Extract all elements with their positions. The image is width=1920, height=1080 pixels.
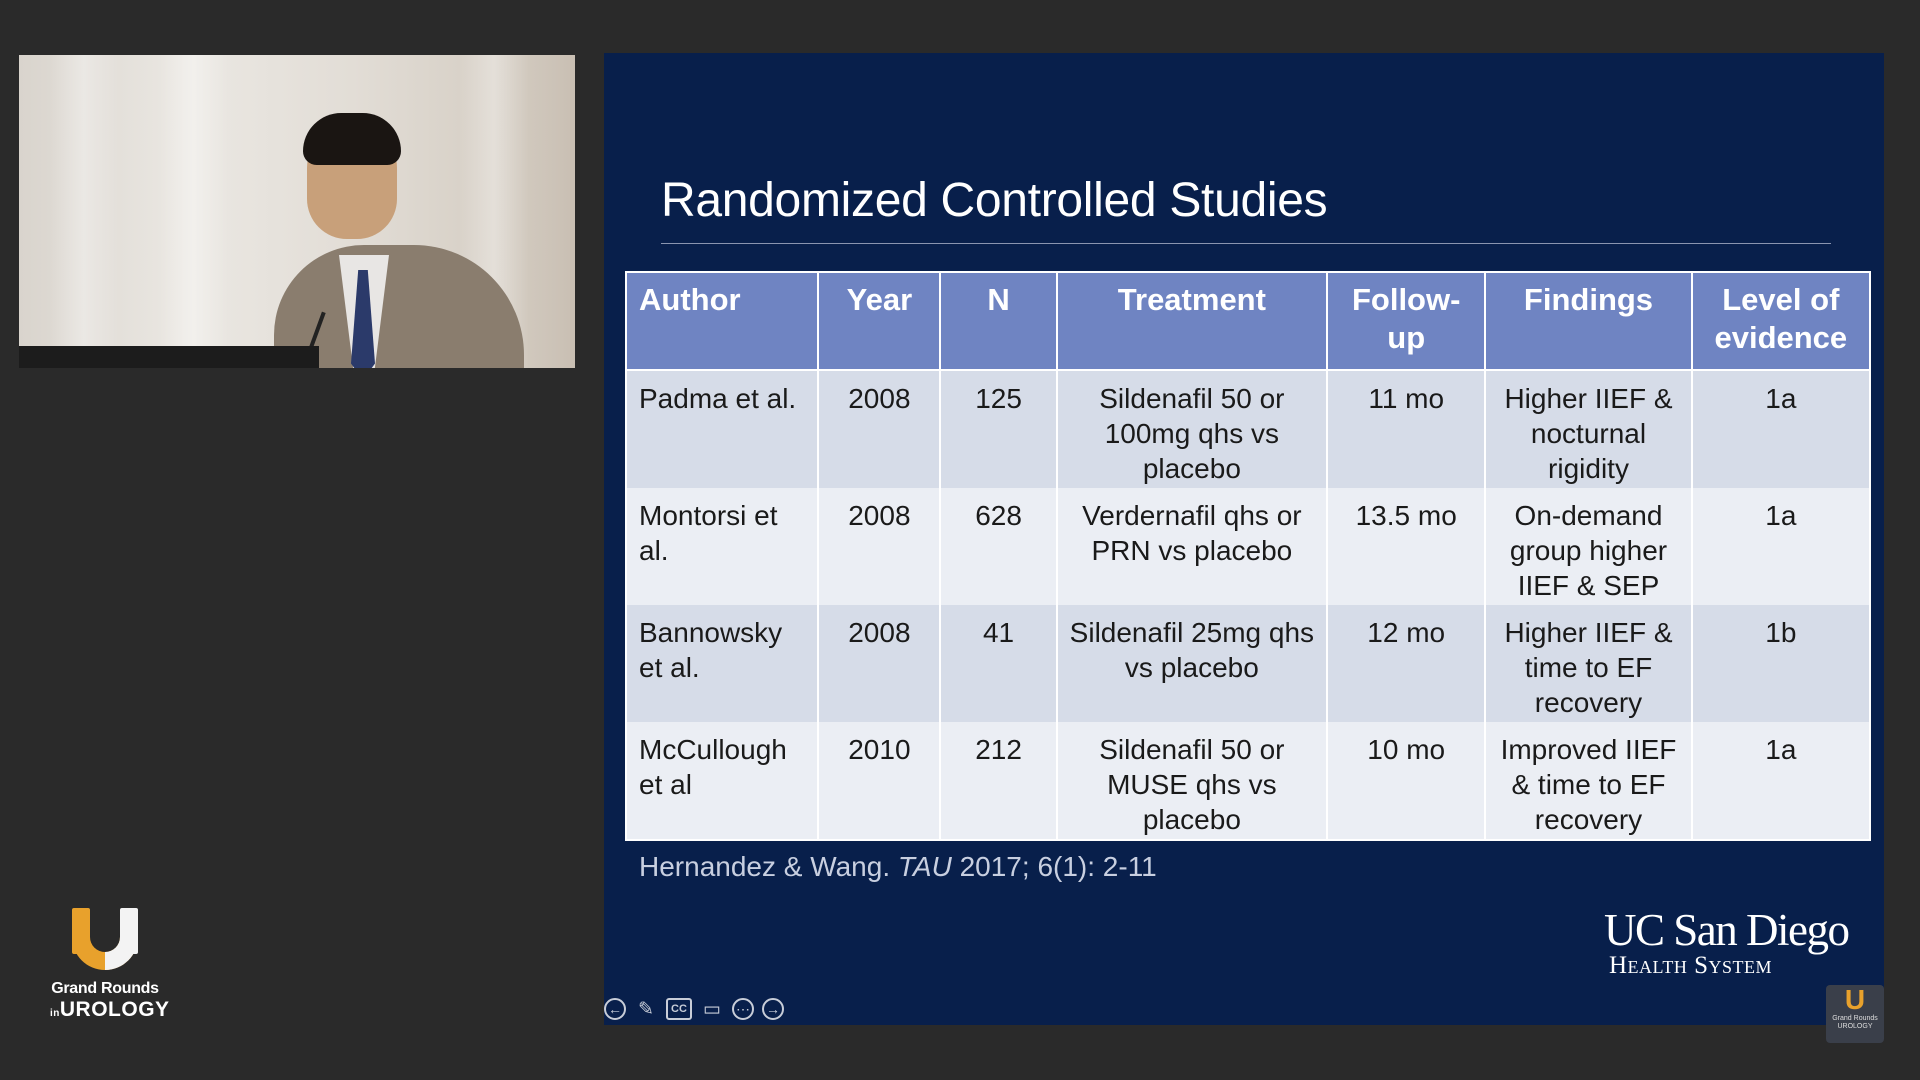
cell-level: 1a	[1690, 722, 1872, 841]
cell-findings: Higher IIEF & nocturnal rigidity	[1484, 370, 1693, 488]
cell-year: 2010	[817, 722, 942, 841]
cell-author: McCullough et al	[624, 722, 820, 841]
table-header-row: Author Year N Treatment Follow-up Findin…	[624, 271, 1872, 371]
slide-title: Randomized Controlled Studies	[661, 174, 1328, 227]
table-row: McCullough et al 2010 212 Sildenafil 50 …	[624, 722, 1872, 841]
more-options-icon[interactable]: ⋯	[732, 998, 754, 1020]
table-row: Montorsi et al. 2008 628 Verdernafil qhs…	[624, 488, 1872, 605]
cell-level: 1a	[1690, 488, 1872, 605]
cell-treatment: Verdernafil qhs or PRN vs placebo	[1055, 488, 1329, 605]
cell-year: 2008	[817, 488, 942, 605]
u-logo-icon	[72, 908, 138, 970]
captions-icon[interactable]: CC	[666, 998, 692, 1020]
podium	[19, 346, 319, 368]
cell-year: 2008	[817, 370, 942, 488]
slide-controls: ← ✎ CC ▭ ⋯ →	[604, 998, 784, 1022]
header-follow-up: Follow-up	[1326, 271, 1487, 371]
mini-u-icon: U	[1844, 984, 1866, 1015]
header-treatment: Treatment	[1055, 271, 1329, 371]
curtain-fold	[159, 55, 229, 368]
cell-n: 41	[939, 605, 1058, 722]
next-slide-icon[interactable]: →	[762, 998, 784, 1020]
cell-follow-up: 10 mo	[1326, 722, 1487, 841]
table-row: Padma et al. 2008 125 Sildenafil 50 or 1…	[624, 370, 1872, 488]
mini-logo-text: Grand Rounds UROLOGY	[1832, 1015, 1878, 1030]
cell-n: 628	[939, 488, 1058, 605]
cell-author: Padma et al.	[624, 370, 820, 488]
cell-findings: On-demand group higher IIEF & SEP	[1484, 488, 1693, 605]
curtain-fold	[49, 55, 119, 368]
citation-authors: Hernandez & Wang.	[639, 851, 891, 882]
studies-table: Author Year N Treatment Follow-up Findin…	[624, 271, 1872, 841]
header-author: Author	[624, 271, 820, 371]
speaker-hair	[303, 113, 401, 165]
table-row: Bannowsky et al. 2008 41 Sildenafil 25mg…	[624, 605, 1872, 722]
pen-icon[interactable]: ✎	[638, 999, 654, 1020]
cell-follow-up: 11 mo	[1326, 370, 1487, 488]
cell-author: Bannowsky et al.	[624, 605, 820, 722]
ucsd-logo: UC San Diego Health System	[1604, 905, 1850, 980]
cell-treatment: Sildenafil 50 or MUSE qhs vs placebo	[1055, 722, 1329, 841]
title-divider	[661, 243, 1831, 244]
cell-findings: Higher IIEF & time to EF recovery	[1484, 605, 1693, 722]
cell-follow-up: 13.5 mo	[1326, 488, 1487, 605]
logo-line2: inUROLOGY	[50, 998, 170, 1021]
cell-follow-up: 12 mo	[1326, 605, 1487, 722]
cell-treatment: Sildenafil 25mg qhs vs placebo	[1055, 605, 1329, 722]
previous-slide-icon[interactable]: ←	[604, 998, 626, 1020]
citation: Hernandez & Wang. TAU 2017; 6(1): 2-11	[639, 851, 1157, 883]
header-year: Year	[817, 271, 942, 371]
header-level-of-evidence: Level of evidence	[1690, 271, 1872, 371]
speaker-video	[19, 55, 575, 368]
cell-level: 1b	[1690, 605, 1872, 722]
presentation-slide: Randomized Controlled Studies Author Yea…	[604, 53, 1884, 1025]
corner-watermark-logo: U Grand Rounds UROLOGY	[1826, 985, 1884, 1043]
header-n: N	[939, 271, 1058, 371]
cell-year: 2008	[817, 605, 942, 722]
grand-rounds-logo: Grand Rounds inUROLOGY	[50, 908, 170, 1022]
citation-ref: 2017; 6(1): 2-11	[959, 851, 1157, 882]
cell-level: 1a	[1690, 370, 1872, 488]
cell-treatment: Sildenafil 50 or 100mg qhs vs placebo	[1055, 370, 1329, 488]
cell-author: Montorsi et al.	[624, 488, 820, 605]
cell-n: 125	[939, 370, 1058, 488]
header-findings: Findings	[1484, 271, 1693, 371]
ucsd-name: UC San Diego	[1604, 905, 1850, 955]
logo-line1: Grand Rounds	[51, 980, 159, 997]
ucsd-subtitle: Health System	[1609, 952, 1773, 979]
video-camera-icon[interactable]: ▭	[703, 999, 721, 1020]
cell-n: 212	[939, 722, 1058, 841]
citation-journal: TAU	[897, 851, 952, 882]
cell-findings: Improved IIEF & time to EF recovery	[1484, 722, 1693, 841]
